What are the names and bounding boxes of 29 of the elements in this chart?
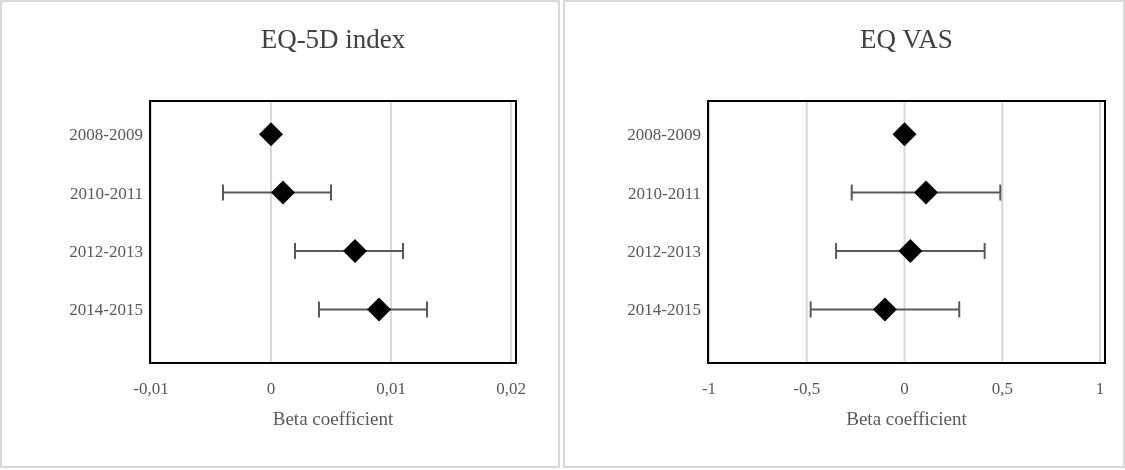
chart-title: EQ VAS [859,24,954,55]
point [367,297,391,322]
point [259,122,283,147]
point [898,238,923,263]
y-tick-label: 2008-2009 [627,125,701,145]
x-tick-label: 0 [266,379,276,399]
point [343,238,367,263]
y-tick-label: 2012-2013 [69,242,143,262]
y-tick-label: 2010-2011 [627,183,701,203]
y-tick-label: 2014-2015 [69,300,143,320]
y-tick-label: 2008-2009 [69,125,143,145]
y-tick-label: 2012-2013 [627,242,701,262]
point [892,122,917,147]
x-axis-title: Beta coefficient [271,408,395,430]
x-tick-label: -1 [701,379,717,399]
y-tick-label: 2014-2015 [627,300,701,320]
x-tick-label: -0,5 [793,379,821,399]
point [872,297,897,322]
x-tick-label: 0,01 [376,379,406,399]
chart-title: EQ-5D index [259,24,407,55]
point [271,180,295,205]
x-tick-label: 0,5 [991,379,1013,399]
y-tick-label: 2010-2011 [69,183,143,203]
x-tick-label: 0,02 [496,379,526,399]
x-axis-title: Beta coefficient [845,408,968,430]
x-tick-label: -0,01 [133,379,169,399]
x-tick-label: 1 [1095,379,1105,399]
x-tick-label: 0 [900,379,909,399]
point [914,180,939,205]
